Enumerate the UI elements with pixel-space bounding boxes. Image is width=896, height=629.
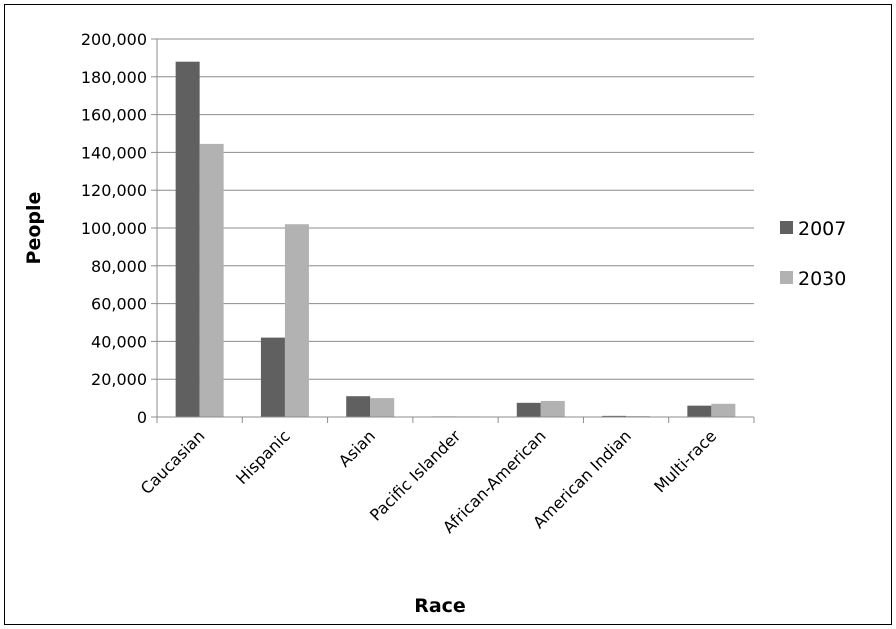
y-axis-title: People	[23, 192, 45, 265]
legend: 2007 2030	[780, 218, 846, 290]
bar-2030-asian	[370, 398, 395, 417]
legend-swatch-2007	[780, 221, 793, 234]
y-tick-label: 180,000	[81, 68, 147, 87]
y-tick-label: 140,000	[81, 143, 147, 162]
legend-label: 2007	[798, 218, 846, 240]
bar-2030-caucasian	[199, 143, 224, 417]
x-tick-label: Caucasian	[137, 426, 209, 498]
y-tick-label: 200,000	[81, 30, 147, 49]
gridlines	[151, 38, 755, 423]
x-tick-label: Multi-race	[650, 426, 720, 496]
x-axis-title: Race	[414, 595, 466, 617]
bar-2030-multi-race	[711, 403, 736, 417]
bar-2007-caucasian	[175, 61, 200, 418]
bar-2030-hispanic	[284, 224, 309, 417]
x-tick-label: Asian	[335, 426, 379, 470]
legend-label: 2030	[798, 268, 846, 290]
bar-2030-african-american	[540, 400, 565, 417]
bars	[175, 61, 736, 418]
y-tick-label: 160,000	[81, 106, 147, 125]
y-tick-label: 120,000	[81, 181, 147, 200]
y-tick-label: 40,000	[91, 332, 147, 351]
y-tick-label: 80,000	[91, 257, 147, 276]
x-tick-label: Hispanic	[232, 426, 294, 488]
bar-2007-hispanic	[260, 337, 285, 417]
legend-swatch-2030	[780, 271, 793, 284]
y-tick-label: 20,000	[91, 370, 147, 389]
bar-2007-multi-race	[687, 405, 712, 417]
bar-2007-american-indian	[602, 415, 627, 417]
x-tick-label: Pacific Islander	[366, 426, 465, 525]
axes	[156, 39, 754, 418]
y-tick-labels: 0 20,000 40,000 60,000 80,000 100,000 120,000 1…	[81, 30, 147, 427]
bar-2007-asian	[346, 396, 371, 417]
chart-frame	[4, 4, 892, 625]
y-tick-label: 60,000	[91, 295, 147, 314]
y-tick-label: 0	[137, 408, 147, 427]
y-tick-label: 100,000	[81, 219, 147, 238]
bar-2007-african-american	[516, 402, 541, 417]
